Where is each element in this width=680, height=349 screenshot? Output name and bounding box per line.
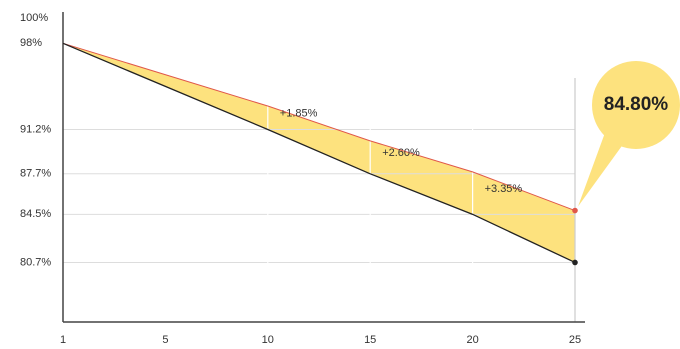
y-tick-label: 87.7% [20,168,51,180]
y-tick-label: 84.5% [20,208,51,220]
end-point [572,207,578,214]
gap-label: +1.85% [280,108,318,120]
y-tick-label: 91.2% [20,123,51,135]
callout-bubble [592,61,680,149]
series-line [62,42,576,212]
callout-tail [578,130,624,207]
gap-label: +2.60% [382,147,420,159]
x-tick-label: 5 [162,334,168,346]
y-tick-label: 100% [20,12,48,24]
y-tick-label: 98% [20,37,42,49]
x-tick-label: 20 [466,334,478,346]
series-line [62,42,576,264]
x-tick-label: 1 [60,334,66,346]
y-tick-label: 80.7% [20,256,51,268]
x-tick-label: 25 [569,334,581,346]
callout-label: 84.80% [604,94,669,115]
x-tick-label: 15 [364,334,376,346]
end-point [572,259,578,266]
gap-label: +3.35% [485,183,523,195]
x-tick-label: 10 [262,334,274,346]
